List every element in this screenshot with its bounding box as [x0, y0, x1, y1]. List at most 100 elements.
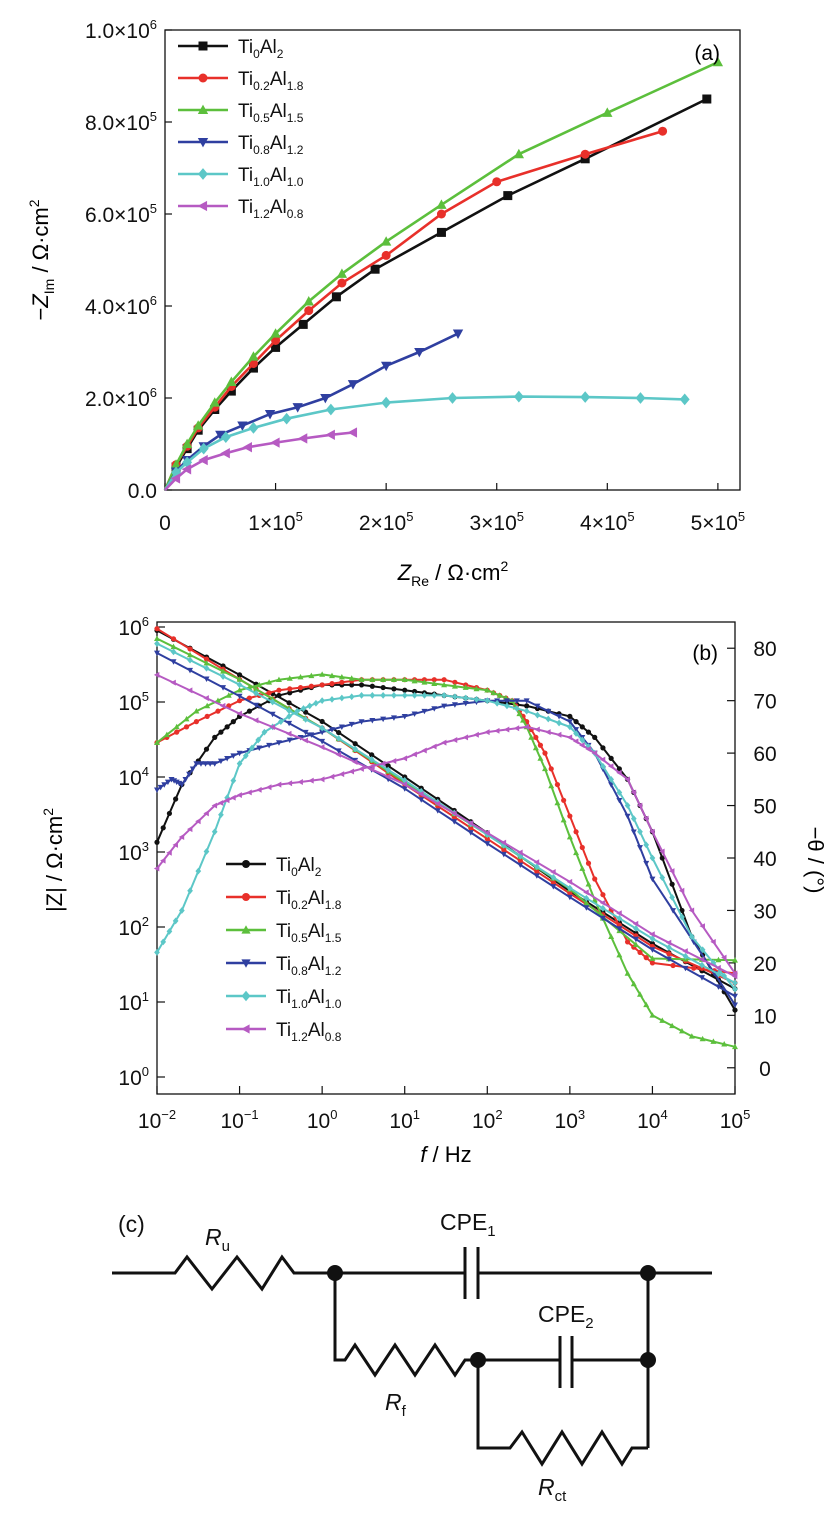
impedance-point-Ti0Al2	[236, 672, 243, 678]
phase-point-Ti0.5Al1.5	[542, 765, 548, 772]
phase-point-Ti1.2Al0.8	[265, 784, 272, 791]
panel-a-x-tick-label: 3×105	[469, 509, 524, 535]
phase-point-Ti0.8Al1.2	[182, 776, 189, 783]
phase-point-Ti0.5Al1.5	[585, 881, 592, 887]
impedance-point-Ti1.0Al1.0	[368, 756, 375, 763]
data-point-Ti0.2Al1.8	[248, 359, 258, 368]
impedance-point-Ti1.0Al1.0	[269, 698, 276, 706]
data-point-Ti0.2Al1.8	[271, 336, 281, 345]
data-point-Ti0.5Al1.5	[209, 397, 220, 407]
phase-point-Ti0.5Al1.5	[732, 1043, 738, 1050]
phase-point-Ti0.5Al1.5	[154, 739, 160, 745]
phase-point-Ti0.5Al1.5	[183, 715, 190, 722]
phase-point-Ti0.5Al1.5	[516, 710, 523, 717]
data-point-Ti1.0Al1.0	[220, 431, 231, 443]
phase-point-Ti0.2Al1.8	[236, 698, 243, 704]
impedance-point-Ti1.2Al0.8	[269, 724, 275, 731]
data-point-Ti0.8Al1.2	[380, 361, 392, 372]
phase-point-Ti0.8Al1.2	[286, 737, 293, 744]
phase-point-Ti1.0Al1.0	[348, 693, 355, 701]
panel-b-right-tick-label: 80	[753, 638, 776, 661]
phase-point-Ti0.5Al1.5	[308, 672, 315, 679]
data-point-Ti1.0Al1.0	[381, 396, 392, 409]
panel-a-series	[163, 56, 724, 491]
legend-entry-Ti1.0Al1.0: Ti1.0Al1.0	[178, 165, 304, 189]
phase-point-Ti0.5Al1.5	[204, 702, 211, 709]
impedance-point-Ti0.8Al1.2	[698, 975, 705, 981]
phase-point-Ti1.0Al1.0	[534, 711, 541, 719]
phase-point-Ti1.2Al0.8	[473, 731, 479, 738]
phase-point-Ti0.8Al1.2	[154, 787, 160, 793]
phase-point-Ti1.2Al0.8	[659, 848, 665, 855]
phase-point-Ti0.2Al1.8	[592, 876, 598, 882]
data-point-Ti0.2Al1.8	[492, 177, 502, 187]
phase-point-Ti0Al2	[608, 755, 614, 761]
phase-point-Ti0Al2	[349, 682, 355, 688]
phase-point-Ti0.5Al1.5	[554, 799, 561, 806]
phase-point-Ti0.5Al1.5	[358, 676, 365, 683]
phase-point-Ti1.2Al0.8	[616, 769, 622, 776]
phase-point-Ti0.8Al1.2	[534, 703, 541, 710]
phase-point-Ti0Al2	[287, 690, 293, 696]
impedance-point-Ti1.0Al1.0	[319, 724, 326, 732]
phase-point-Ti1.2Al0.8	[358, 765, 364, 772]
impedance-point-Ti0.2Al1.8	[154, 626, 160, 632]
phase-point-Ti1.0Al1.0	[255, 736, 262, 744]
data-point-Ti1.0Al1.0	[447, 392, 458, 404]
phase-point-Ti0.8Al1.2	[211, 761, 218, 767]
phase-point-Ti1.0Al1.0	[172, 917, 179, 925]
phase-point-Ti0.5Al1.5	[348, 675, 355, 681]
impedance-point-Ti1.2Al0.8	[236, 710, 242, 717]
phase-point-Ti1.2Al0.8	[246, 789, 252, 796]
phase-point-Ti0.8Al1.2	[161, 782, 168, 788]
equivalent-circuit-labels: (c) Ru CPE1 CPE2 Rf Rct	[118, 1209, 594, 1505]
phase-point-Ti1.0Al1.0	[294, 707, 301, 715]
phase-point-Ti0.5Al1.5	[421, 679, 428, 685]
phase-point-Ti0.8Al1.2	[451, 702, 458, 708]
panel-a-y-tick-label: 6.0×105	[85, 201, 157, 227]
impedance-point-Ti0.8Al1.2	[154, 650, 160, 657]
phase-point-Ti0.8Al1.2	[329, 727, 335, 733]
data-point-Ti0.5Al1.5	[513, 148, 525, 159]
data-point-Ti1.0Al1.0	[248, 422, 259, 434]
phase-point-Ti1.2Al0.8	[688, 907, 695, 914]
impedance-point-Ti1.2Al0.8	[186, 687, 193, 694]
impedance-point-Ti1.2Al0.8	[302, 737, 308, 744]
impedance-point-Ti0.5Al1.5	[632, 941, 639, 947]
phase-point-Ti0.5Al1.5	[411, 677, 418, 684]
legend-label: Ti0Al2	[276, 855, 322, 879]
data-point-Ti0.8Al1.2	[292, 403, 303, 413]
phase-point-Ti0.5Al1.5	[266, 679, 273, 685]
data-point-Ti1.0Al1.0	[325, 403, 336, 416]
impedance-point-Ti0.2Al1.8	[517, 858, 523, 864]
impedance-point-Ti1.2Al0.8	[698, 956, 705, 963]
impedance-point-Ti0.8Al1.2	[517, 862, 524, 869]
impedance-point-Ti0.5Al1.5	[187, 651, 194, 658]
impedance-point-Ti1.0Al1.0	[699, 961, 705, 969]
phase-point-Ti1.2Al0.8	[555, 731, 562, 738]
phase-point-Ti0.8Al1.2	[462, 700, 469, 707]
phase-point-Ti1.0Al1.0	[391, 692, 397, 699]
phase-point-Ti0Al2	[380, 684, 386, 691]
phase-point-Ti0.8Al1.2	[358, 719, 365, 725]
impedance-point-Ti1.0Al1.0	[335, 735, 342, 742]
data-point-Ti1.2Al0.8	[270, 437, 280, 448]
phase-point-Ti0.2Al1.8	[533, 734, 539, 740]
phase-point-Ti1.0Al1.0	[679, 913, 685, 921]
data-point-Ti0Al2	[331, 292, 341, 302]
panel-b-right-tick-label: 40	[753, 848, 776, 871]
data-point-Ti0.8Al1.2	[452, 329, 464, 339]
panel-b-x-tick-label: 101	[389, 1107, 420, 1133]
impedance-point-Ti0.2Al1.8	[203, 656, 210, 662]
panel-a-y-tick-label: 1.0×106	[85, 17, 157, 43]
impedance-point-Ti0.8Al1.2	[550, 884, 557, 890]
phase-point-Ti0Al2	[659, 855, 665, 861]
legend-label: Ti0.5Al1.5	[238, 101, 304, 125]
phase-point-Ti1.2Al0.8	[731, 970, 738, 977]
phase-point-Ti1.0Al1.0	[643, 841, 650, 849]
impedance-point-Ti0.8Al1.2	[434, 808, 441, 814]
panel-a-label: (a)	[694, 42, 720, 65]
phase-point-Ti0.5Al1.5	[669, 1022, 676, 1029]
phase-point-Ti1.0Al1.0	[523, 707, 530, 715]
